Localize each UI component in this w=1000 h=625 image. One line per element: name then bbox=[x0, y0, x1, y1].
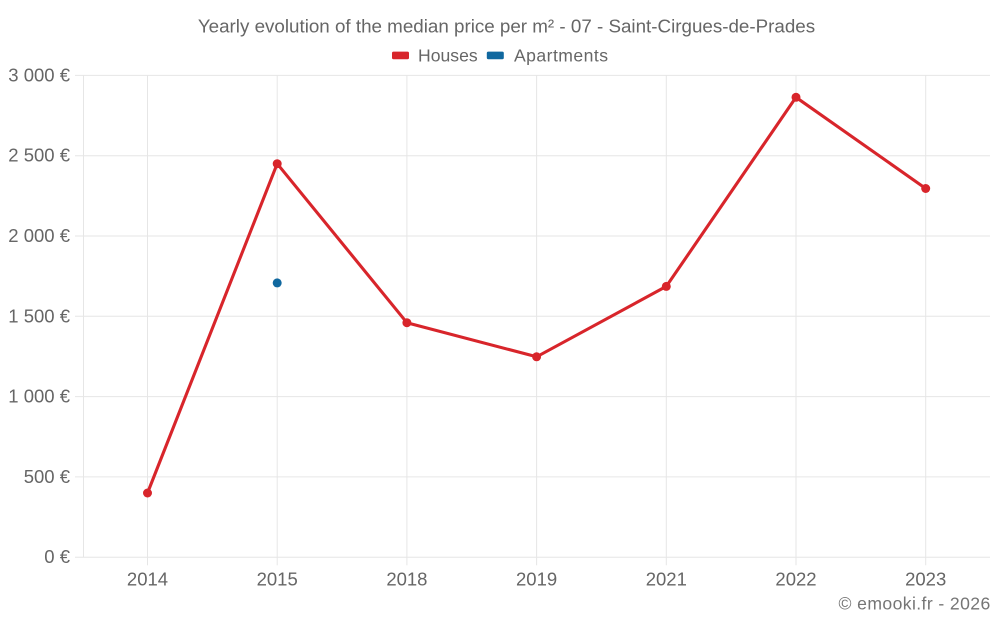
svg-text:2 000 €: 2 000 € bbox=[8, 225, 70, 246]
svg-text:3 000 €: 3 000 € bbox=[8, 64, 70, 85]
svg-text:© emooki.fr - 2026: © emooki.fr - 2026 bbox=[839, 594, 991, 614]
svg-text:2022: 2022 bbox=[775, 569, 816, 590]
svg-text:2018: 2018 bbox=[386, 569, 427, 590]
svg-text:2019: 2019 bbox=[516, 569, 557, 590]
svg-text:1 000 €: 1 000 € bbox=[8, 386, 70, 407]
svg-text:Houses: Houses bbox=[418, 46, 478, 66]
svg-text:0 €: 0 € bbox=[44, 546, 70, 567]
svg-text:2 500 €: 2 500 € bbox=[8, 145, 70, 166]
svg-text:2023: 2023 bbox=[905, 569, 946, 590]
svg-text:Apartments: Apartments bbox=[514, 46, 608, 66]
svg-text:Yearly evolution of the median: Yearly evolution of the median price per… bbox=[198, 16, 815, 37]
svg-text:500 €: 500 € bbox=[24, 466, 71, 487]
svg-text:2015: 2015 bbox=[257, 569, 298, 590]
svg-text:1 500 €: 1 500 € bbox=[8, 305, 70, 326]
svg-text:2021: 2021 bbox=[646, 569, 687, 590]
svg-text:2014: 2014 bbox=[127, 569, 168, 590]
